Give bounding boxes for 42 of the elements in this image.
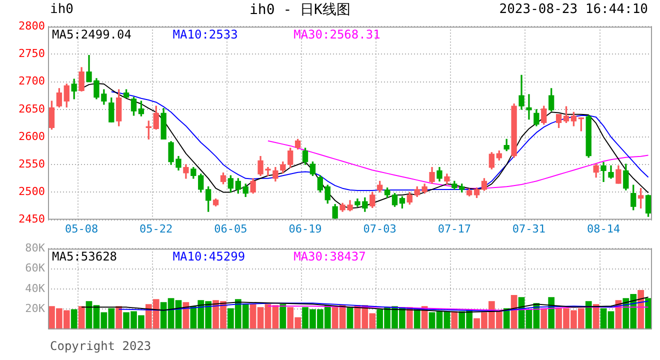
text: MA30:38437 [294,250,366,264]
text: Copyright 2023 [50,339,152,353]
y-tick-label: 2450 [18,212,45,226]
bar [116,306,122,330]
y-tick-label: 2750 [18,47,45,60]
bar [638,290,644,330]
y-tick-label: 40K [25,282,46,295]
text: MA5:53628 [52,250,118,264]
bar [548,297,555,330]
bar [451,311,458,330]
text: MA5:2499.04 [52,28,132,42]
y-tick-label: 20K [25,302,46,316]
x-tick-label: 05-08 [64,222,98,236]
y-tick-label: 2600 [18,130,45,143]
bar [503,308,510,330]
x-tick-label: 07-31 [512,222,546,236]
text: 2023-08-23 16:44:10 [499,2,648,17]
bar [585,301,592,330]
bar [280,304,286,330]
bar [70,309,78,330]
y-tick-label: 2500 [18,185,45,198]
bar [540,308,548,330]
chart-title: ih0 - 日K线图 [248,1,352,19]
x-tick-label: 07-17 [438,222,471,236]
text: ih0 [50,2,74,17]
x-tick-label: 06-05 [214,222,248,236]
y-tick-label: 2550 [18,157,45,170]
bar [414,309,420,330]
y-tick-label: 2650 [18,102,45,116]
candlestick [526,94,532,120]
y-tick-label: 60K [25,262,46,275]
y-tick-label: 2700 [18,74,45,88]
text: MA10:45299 [172,250,246,264]
x-tick-label: 07-03 [363,222,396,236]
text: MA10:2533 [172,28,238,42]
bar [78,306,85,330]
x-tick-label: 05-22 [140,222,173,236]
x-tick-label: 06-19 [288,222,322,236]
x-tick-label: 08-14 [586,222,620,236]
text: MA30:2568.31 [294,28,380,42]
y-tick-label: 2800 [18,19,45,32]
y-tick-label: 80K [25,241,46,254]
